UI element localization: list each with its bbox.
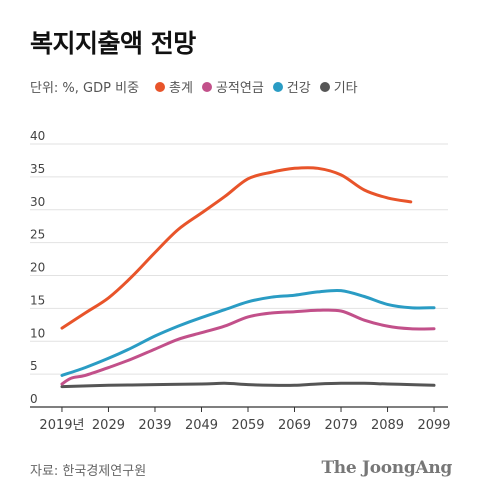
y-tick-label-10: 10 bbox=[30, 326, 45, 340]
x-tick-label-2079: 2079 bbox=[324, 418, 357, 433]
line-chart: 0 5 10 15 20 25 30 35 40 2019년 2029 2039 2049 2059 206… bbox=[30, 129, 451, 433]
series-line-pension bbox=[60, 308, 436, 386]
legend-dot-total bbox=[155, 81, 166, 92]
legend-label-pension: 공적연금 bbox=[215, 81, 264, 96]
unit-label: 단위: %, GDP 비중 bbox=[30, 81, 140, 96]
series-line-health bbox=[60, 288, 436, 377]
y-tick-label-30: 30 bbox=[30, 195, 45, 209]
brand-logo: The JoongAng bbox=[321, 458, 452, 478]
x-tick-label-2069: 2069 bbox=[278, 418, 311, 433]
x-tick-label-2019: 2019년 bbox=[39, 418, 84, 433]
y-tick-label-20: 20 bbox=[30, 261, 45, 275]
y-tick-label-35: 35 bbox=[30, 162, 45, 176]
source-note: 자료: 한국경제연구원 bbox=[30, 464, 147, 479]
chart-title: 복지지출액 전망 bbox=[30, 29, 196, 58]
x-tick-label-2049: 2049 bbox=[185, 418, 218, 433]
y-tick-label-5: 5 bbox=[30, 359, 38, 373]
legend: 단위: %, GDP 비중 총계 공적연금 건강 기타 bbox=[30, 77, 367, 96]
legend-item-health: 건강 bbox=[272, 77, 311, 96]
y-tick-label-25: 25 bbox=[30, 228, 45, 242]
legend-label-health: 건강 bbox=[286, 81, 311, 96]
legend-dot-health bbox=[272, 81, 283, 92]
series-line-total bbox=[60, 166, 413, 330]
legend-item-pension: 공적연금 bbox=[201, 77, 264, 96]
legend-label-other: 기타 bbox=[333, 81, 358, 96]
x-tick-label-2029: 2029 bbox=[92, 418, 125, 433]
x-tick-label-2089: 2089 bbox=[371, 418, 404, 433]
y-tick-label-40: 40 bbox=[30, 129, 45, 143]
y-tick-label-0: 0 bbox=[30, 392, 38, 406]
x-tick-label-2039: 2039 bbox=[138, 418, 171, 433]
series-line-other bbox=[60, 381, 436, 389]
legend-dot-other bbox=[319, 81, 330, 92]
x-tick-label-2059: 2059 bbox=[231, 418, 264, 433]
x-tick-label-2099: 2099 bbox=[417, 418, 450, 433]
legend-item-other: 기타 bbox=[319, 77, 358, 96]
y-tick-label-15: 15 bbox=[30, 293, 45, 307]
legend-dot-pension bbox=[201, 81, 212, 92]
legend-label-total: 총계 bbox=[169, 81, 193, 96]
legend-item-total: 총계 bbox=[155, 77, 193, 96]
